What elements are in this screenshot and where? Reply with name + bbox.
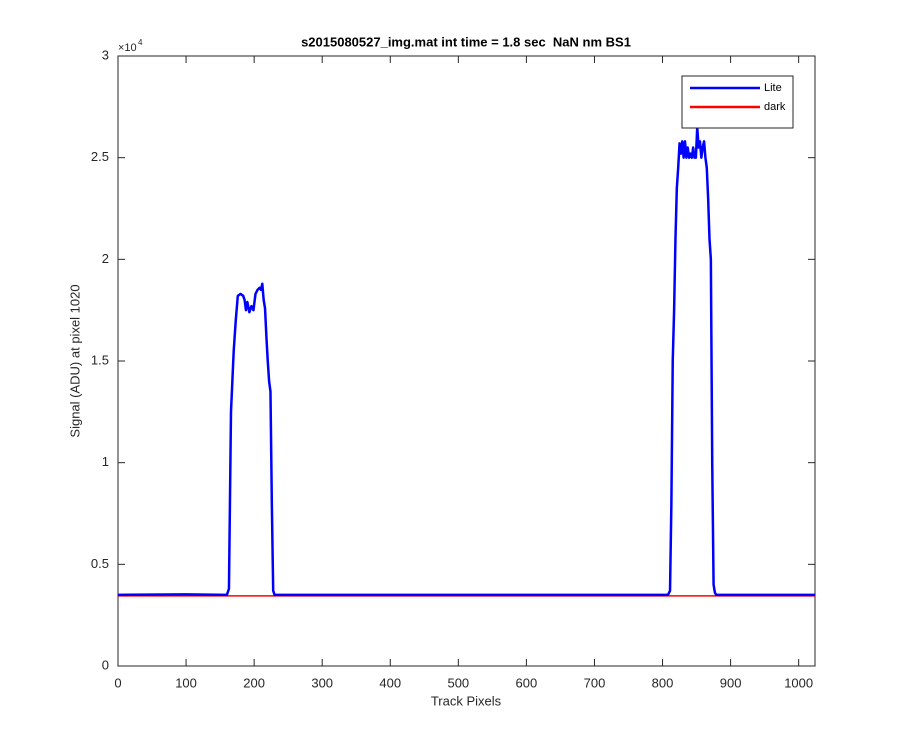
- x-tick-label: 100: [175, 675, 197, 690]
- x-tick-label: 400: [379, 675, 401, 690]
- x-tick-label: 1000: [784, 675, 813, 690]
- y-multiplier: ×10: [118, 42, 137, 54]
- y-tick-label: 1: [102, 454, 109, 469]
- y-multiplier-exponent: 4: [138, 38, 143, 47]
- y-axis-label: Signal (ADU) at pixel 1020: [67, 284, 82, 437]
- x-tick-label: 500: [447, 675, 469, 690]
- y-tick-label: 3: [102, 47, 109, 62]
- legend-label: dark: [764, 101, 786, 113]
- x-tick-label: 0: [114, 675, 121, 690]
- y-tick-label: 0: [102, 657, 109, 672]
- x-tick-label: 200: [243, 675, 265, 690]
- y-tick-label: 2.5: [91, 149, 109, 164]
- legend-label: Lite: [764, 82, 782, 94]
- x-tick-label: 800: [652, 675, 674, 690]
- y-tick-label: 1.5: [91, 352, 109, 367]
- x-tick-label: 300: [311, 675, 333, 690]
- y-tick-label: 0.5: [91, 556, 109, 571]
- legend-box: [681, 75, 794, 129]
- x-tick-label: 700: [584, 675, 606, 690]
- x-tick-label: 600: [516, 675, 538, 690]
- y-tick-label: 2: [102, 251, 109, 266]
- line-series: [117, 125, 815, 597]
- chart-title: s2015080527_img.mat int time = 1.8 sec N…: [301, 34, 631, 49]
- x-tick-label: 900: [720, 675, 742, 690]
- x-axis-label: Track Pixels: [431, 693, 502, 708]
